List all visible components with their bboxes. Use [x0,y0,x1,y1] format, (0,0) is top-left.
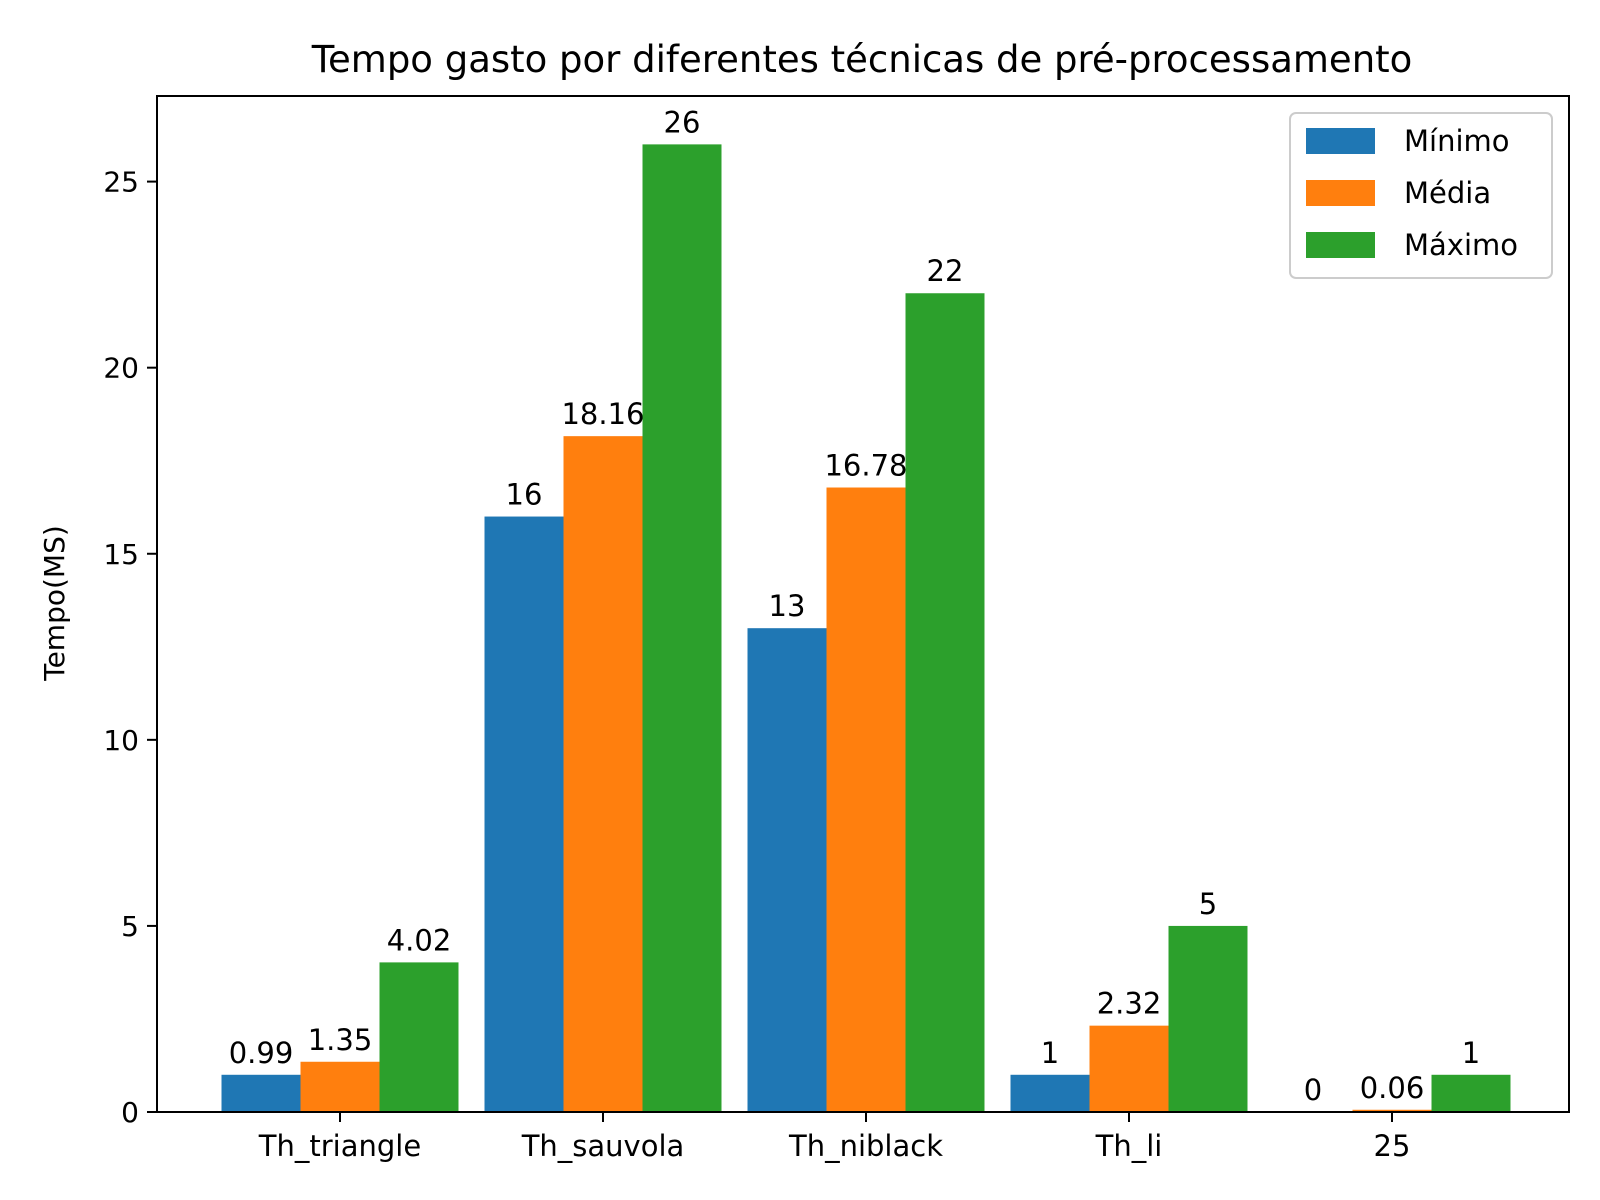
legend-swatch [1306,232,1375,258]
bar [221,1074,301,1112]
bar-value-label: 1 [1462,1036,1480,1070]
bar-value-label: 0.06 [1360,1071,1425,1105]
bar-value-label: 1.35 [308,1023,373,1057]
bar [905,293,985,1112]
bar [300,1061,380,1112]
bar-value-label: 0 [1304,1073,1322,1107]
y-axis-label: Tempo(MS) [38,525,71,682]
bar-value-label: 26 [664,105,701,139]
bars-layer [221,144,1511,1113]
bar-value-label: 22 [927,254,964,288]
bar [563,436,643,1113]
bar-value-label: 16 [506,478,543,512]
bar-value-label: 5 [1199,887,1217,921]
chart-title: Tempo gasto por diferentes técnicas de p… [311,38,1413,81]
bar-value-label: 4.02 [387,923,452,957]
bar [1168,925,1248,1112]
bar-value-label: 1 [1041,1036,1059,1070]
y-tick-label: 10 [103,724,139,757]
x-tick-label: Th_sauvola [521,1129,685,1163]
bar [379,962,459,1112]
bar [1352,1109,1432,1112]
x-tick-label: Th_triangle [258,1129,421,1163]
bar-value-label: 2.32 [1097,987,1162,1021]
legend-label: Média [1404,176,1491,210]
bar [1089,1025,1169,1112]
x-tick-label: Th_li [1095,1129,1163,1163]
bar [642,144,722,1112]
bar-value-label: 13 [769,589,806,623]
legend: Mínimo Média Máximo [1289,112,1553,279]
x-axis-ticks: Th_triangle Th_sauvola Th_niblack Th_li 25 [258,1112,1411,1163]
plot-frame [156,95,1570,1113]
bar-labels-layer: 0.991613101.3518.1616.782.320.064.022622… [229,105,1481,1107]
y-tick-label: 15 [103,538,139,571]
bar-value-label: 16.78 [824,449,907,483]
y-tick-label: 5 [121,910,139,943]
bar [747,628,827,1112]
y-axis-ticks: 0 5 10 15 20 25 [103,166,157,1129]
x-tick-label: Th_niblack [788,1129,943,1163]
y-tick-label: 25 [103,166,139,199]
bar-value-label: 18.16 [561,397,644,431]
x-tick-label: 25 [1374,1129,1411,1163]
legend-label: Mínimo [1404,124,1510,158]
bar [1431,1074,1511,1112]
bar [826,487,906,1112]
y-tick-label: 20 [103,352,139,385]
legend-swatch [1306,128,1375,154]
bar [1010,1074,1090,1112]
bar-value-label: 0.99 [229,1036,294,1070]
y-tick-label: 0 [121,1096,139,1129]
legend-swatch [1306,180,1375,206]
bar [484,516,564,1112]
legend-label: Máximo [1404,228,1518,262]
